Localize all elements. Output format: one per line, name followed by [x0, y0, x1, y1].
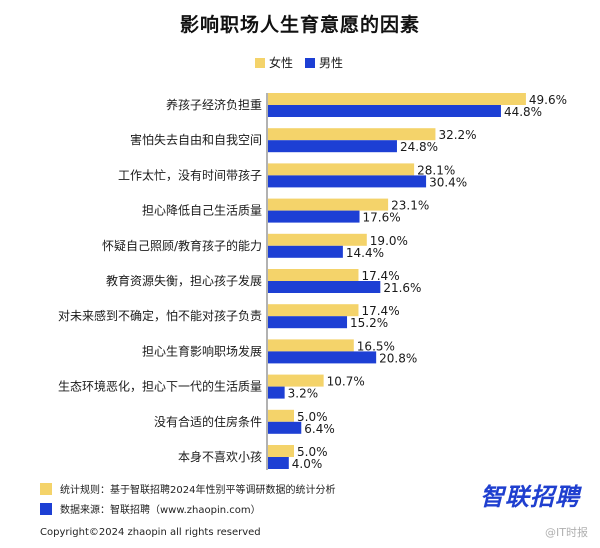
bar-male [268, 421, 302, 434]
bar-female [268, 198, 389, 211]
category-label: 教育资源失衡，担心孩子发展 [106, 273, 262, 288]
value-label-female: 28.1% [417, 163, 455, 177]
category-label: 怀疑自己照顾/教育孩子的能力 [102, 238, 262, 253]
category-label: 生态环境恶化，担心下一代的生活质量 [58, 379, 262, 394]
bar-male [268, 210, 360, 223]
category-label: 害怕失去自由和自我空间 [130, 132, 262, 147]
bar-male [268, 386, 285, 399]
value-label-male: 6.4% [304, 422, 335, 436]
bar-female [268, 233, 367, 246]
category-label: 工作太忙，没有时间带孩子 [118, 167, 262, 182]
bar-female [268, 409, 294, 422]
category-label: 担心生育影响职场发展 [142, 343, 262, 358]
value-label-female: 19.0% [370, 234, 408, 248]
value-label-female: 17.4% [361, 304, 399, 318]
bar-male [268, 175, 427, 188]
brand-logo: 智联招聘 [480, 483, 580, 511]
bar-female [268, 445, 294, 457]
bar-chart: 养孩子经济负担重 49.6%44.8% 害怕失去自由和自我空间 32.2%24.8% 工… [58, 93, 567, 470]
footer-note-rule-text: 统计规则：基于智联招聘2024年性别平等调研数据的统计分析 [60, 485, 336, 496]
footer-note-rule: 统计规则：基于智联招聘2024年性别平等调研数据的统计分析 [40, 481, 335, 496]
value-label-female: 5.0% [297, 445, 328, 459]
legend-item-female: 女性 [255, 54, 293, 71]
bar-female [268, 128, 436, 141]
value-label-male: 4.0% [292, 457, 323, 470]
value-label-female: 16.5% [357, 339, 395, 353]
value-label-male: 44.8% [504, 105, 542, 119]
bar-female [268, 304, 359, 317]
value-label-male: 20.8% [379, 351, 417, 365]
value-label-female: 17.4% [361, 269, 399, 283]
copyright: Copyright©2024 zhaopin all rights reserv… [40, 527, 261, 538]
value-label-female: 23.1% [391, 199, 429, 213]
bar-male [268, 245, 343, 258]
bar-male [268, 457, 289, 469]
value-label-male: 14.4% [346, 246, 384, 260]
watermark: @IT时报 [545, 526, 588, 539]
value-label-male: 24.8% [400, 140, 438, 154]
legend-item-male: 男性 [305, 54, 343, 71]
value-label-female: 49.6% [529, 93, 567, 107]
category-label: 本身不喜欢小孩 [178, 449, 262, 464]
category-label: 担心降低自己生活质量 [142, 204, 262, 218]
value-label-male: 30.4% [429, 175, 467, 189]
bar-male [268, 351, 377, 364]
legend-label-female: 女性 [269, 56, 294, 70]
bar-female [268, 93, 526, 105]
value-label-female: 10.7% [327, 375, 365, 389]
legend: 女性 男性 [0, 54, 600, 70]
legend-swatch-female [255, 57, 265, 68]
bar-female [268, 339, 354, 352]
category-label: 没有合适的住房条件 [154, 414, 262, 429]
category-label: 对未来感到不确定，怕不能对孩子负责 [58, 308, 262, 323]
chart-title: 影响职场人生育意愿的因素 [179, 14, 420, 36]
footer-swatch-rule [40, 482, 52, 495]
footer-note-source: 数据来源：智联招聘（www.zhaopin.com） [40, 501, 261, 516]
value-label-female: 5.0% [297, 410, 328, 424]
legend-label-male: 男性 [319, 56, 344, 70]
bar-female [268, 269, 359, 281]
value-label-male: 3.2% [288, 387, 319, 401]
bar-female [268, 374, 324, 387]
bar-male [268, 105, 501, 117]
value-label-male: 21.6% [383, 281, 421, 295]
footer-swatch-source [40, 502, 52, 515]
legend-swatch-male [305, 57, 315, 68]
bar-female [268, 163, 415, 176]
bar-male [268, 316, 348, 329]
value-label-female: 32.2% [438, 128, 476, 142]
bar-male [268, 281, 381, 293]
category-label: 养孩子经济负担重 [166, 97, 262, 112]
footer-note-source-text: 数据来源：智联招聘（www.zhaopin.com） [60, 505, 261, 516]
bar-male [268, 140, 397, 153]
value-label-male: 17.6% [363, 211, 401, 225]
value-label-male: 15.2% [350, 316, 388, 330]
